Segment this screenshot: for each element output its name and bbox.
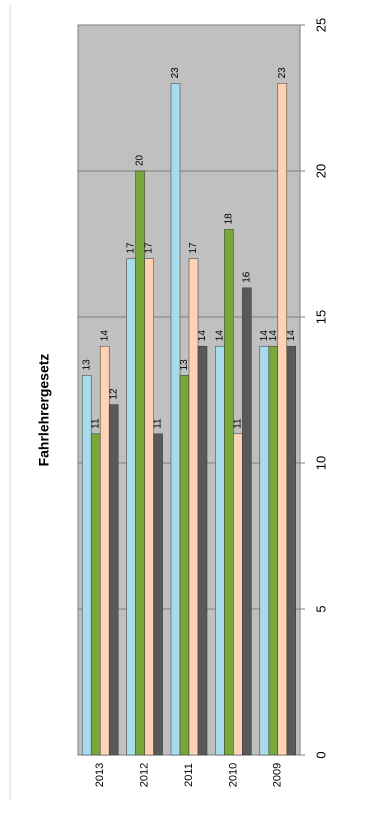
data-label: 17 bbox=[126, 242, 137, 254]
bar bbox=[215, 345, 225, 756]
data-label: 14 bbox=[197, 330, 208, 342]
y-tick-label: 0 bbox=[313, 751, 328, 758]
bar bbox=[286, 345, 297, 756]
data-label: 14 bbox=[268, 330, 279, 342]
bar bbox=[259, 345, 270, 756]
bar bbox=[81, 375, 92, 756]
data-label: 14 bbox=[286, 330, 297, 342]
bar bbox=[126, 258, 136, 756]
y-tick-label: 10 bbox=[313, 456, 328, 470]
x-tick-label: 2011 bbox=[183, 763, 195, 787]
data-label: 11 bbox=[153, 418, 164, 429]
data-label: 14 bbox=[99, 330, 110, 342]
data-label: 17 bbox=[188, 242, 199, 254]
data-label: 16 bbox=[242, 271, 253, 283]
x-tick-label: 2010 bbox=[227, 763, 239, 787]
bar bbox=[242, 287, 252, 756]
data-label: 23 bbox=[277, 67, 288, 79]
data-label: 11 bbox=[90, 418, 101, 429]
data-label: 13 bbox=[81, 359, 92, 371]
data-label: 12 bbox=[108, 388, 119, 400]
bar bbox=[277, 83, 288, 756]
chart-title: Fahrlehrergesetz bbox=[36, 354, 52, 467]
bar bbox=[233, 433, 243, 756]
data-label: 11 bbox=[233, 418, 244, 429]
y-tick-label: 15 bbox=[313, 310, 328, 324]
bar bbox=[224, 229, 234, 756]
x-tick-label: 2013 bbox=[94, 763, 106, 787]
data-label: 14 bbox=[215, 330, 226, 342]
bar bbox=[268, 345, 279, 756]
data-label: 13 bbox=[179, 359, 190, 371]
bar bbox=[170, 83, 181, 756]
bar bbox=[99, 345, 110, 756]
y-tick-label: 25 bbox=[313, 18, 328, 32]
x-tick-label: 2009 bbox=[272, 763, 284, 787]
bar bbox=[108, 404, 119, 756]
data-label: 23 bbox=[170, 67, 181, 79]
bar bbox=[90, 433, 101, 756]
y-tick-label: 20 bbox=[313, 164, 328, 178]
data-label: 14 bbox=[259, 330, 270, 342]
bar bbox=[144, 258, 154, 756]
y-tick-label: 5 bbox=[313, 605, 328, 612]
bar bbox=[179, 375, 190, 756]
data-label: 18 bbox=[224, 213, 235, 225]
data-label: 20 bbox=[135, 154, 146, 166]
bar bbox=[197, 345, 208, 756]
x-tick-label: 2012 bbox=[139, 763, 151, 787]
bar bbox=[153, 433, 163, 756]
bar bbox=[135, 170, 145, 756]
data-label: 17 bbox=[144, 242, 155, 254]
